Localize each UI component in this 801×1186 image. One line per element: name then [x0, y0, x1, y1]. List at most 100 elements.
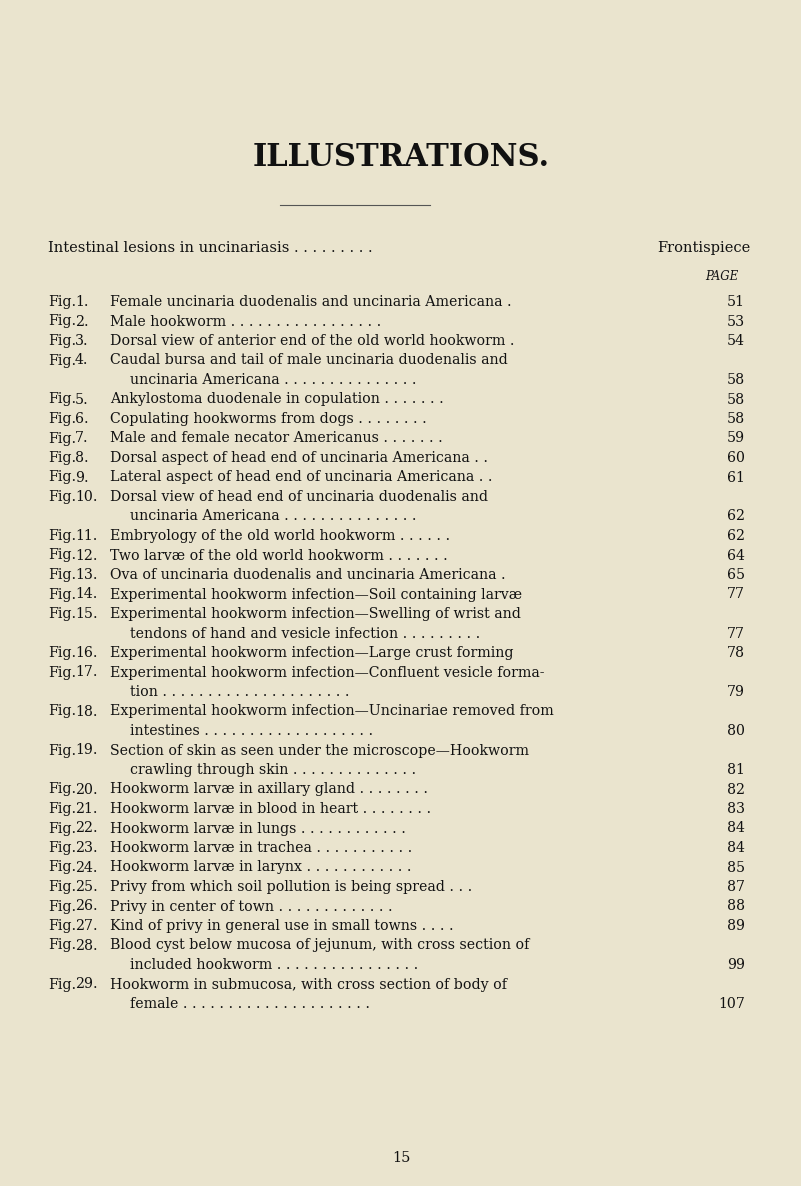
Text: Fig.: Fig.	[48, 861, 76, 874]
Text: 10.: 10.	[75, 490, 98, 504]
Text: 15.: 15.	[75, 607, 98, 621]
Text: Fig.: Fig.	[48, 471, 76, 485]
Text: 99: 99	[727, 958, 745, 973]
Text: 84: 84	[727, 841, 745, 855]
Text: Experimental hookworm infection—Large crust forming: Experimental hookworm infection—Large cr…	[110, 646, 513, 659]
Text: Fig.: Fig.	[48, 607, 76, 621]
Text: 60: 60	[727, 451, 745, 465]
Text: Female uncinaria duodenalis and uncinaria Americana .: Female uncinaria duodenalis and uncinari…	[110, 295, 512, 310]
Text: Experimental hookworm infection—Swelling of wrist and: Experimental hookworm infection—Swelling…	[110, 607, 521, 621]
Text: 8.: 8.	[75, 451, 89, 465]
Text: Intestinal lesions in uncinariasis . . . . . . . . .: Intestinal lesions in uncinariasis . . .…	[48, 241, 372, 255]
Text: 23.: 23.	[75, 841, 98, 855]
Text: Fig.: Fig.	[48, 938, 76, 952]
Text: Male and female necator Americanus . . . . . . .: Male and female necator Americanus . . .…	[110, 432, 443, 446]
Text: 17.: 17.	[75, 665, 98, 680]
Text: Fig.: Fig.	[48, 412, 76, 426]
Text: 88: 88	[727, 899, 745, 913]
Text: 5.: 5.	[75, 393, 89, 407]
Text: 58: 58	[727, 374, 745, 387]
Text: Copulating hookworms from dogs . . . . . . . .: Copulating hookworms from dogs . . . . .…	[110, 412, 427, 426]
Text: ILLUSTRATIONS.: ILLUSTRATIONS.	[252, 142, 549, 173]
Text: Fig.: Fig.	[48, 899, 76, 913]
Text: 15: 15	[392, 1150, 410, 1165]
Text: Fig.: Fig.	[48, 353, 76, 368]
Text: Male hookworm . . . . . . . . . . . . . . . . .: Male hookworm . . . . . . . . . . . . . …	[110, 314, 381, 329]
Text: 77: 77	[727, 626, 745, 640]
Text: 28.: 28.	[75, 938, 98, 952]
Text: 78: 78	[727, 646, 745, 659]
Text: Hookworm larvæ in lungs . . . . . . . . . . . .: Hookworm larvæ in lungs . . . . . . . . …	[110, 822, 406, 835]
Text: 29.: 29.	[75, 977, 98, 991]
Text: Hookworm in submucosa, with cross section of body of: Hookworm in submucosa, with cross sectio…	[110, 977, 507, 991]
Text: Fig.: Fig.	[48, 744, 76, 758]
Text: Dorsal view of anterior end of the old world hookworm .: Dorsal view of anterior end of the old w…	[110, 334, 514, 347]
Text: PAGE: PAGE	[705, 270, 738, 283]
Text: 14.: 14.	[75, 587, 98, 601]
Text: Dorsal view of head end of uncinaria duodenalis and: Dorsal view of head end of uncinaria duo…	[110, 490, 488, 504]
Text: Embryology of the old world hookworm . . . . . .: Embryology of the old world hookworm . .…	[110, 529, 450, 543]
Text: Two larvæ of the old world hookworm . . . . . . .: Two larvæ of the old world hookworm . . …	[110, 548, 448, 562]
Text: Frontispiece: Frontispiece	[657, 241, 750, 255]
Text: 62: 62	[727, 529, 745, 543]
Text: uncinaria Americana . . . . . . . . . . . . . . .: uncinaria Americana . . . . . . . . . . …	[130, 374, 417, 387]
Text: 19.: 19.	[75, 744, 98, 758]
Text: Caudal bursa and tail of male uncinaria duodenalis and: Caudal bursa and tail of male uncinaria …	[110, 353, 508, 368]
Text: Experimental hookworm infection—Uncinariae removed from: Experimental hookworm infection—Uncinari…	[110, 704, 553, 719]
Text: Fig.: Fig.	[48, 802, 76, 816]
Text: 7.: 7.	[75, 432, 89, 446]
Text: Fig.: Fig.	[48, 977, 76, 991]
Text: 24.: 24.	[75, 861, 98, 874]
Text: Kind of privy in general use in small towns . . . .: Kind of privy in general use in small to…	[110, 919, 453, 933]
Text: 83: 83	[727, 802, 745, 816]
Text: 58: 58	[727, 412, 745, 426]
Text: 77: 77	[727, 587, 745, 601]
Text: 16.: 16.	[75, 646, 98, 659]
Text: Lateral aspect of head end of uncinaria Americana . .: Lateral aspect of head end of uncinaria …	[110, 471, 493, 485]
Text: 64: 64	[727, 548, 745, 562]
Text: Experimental hookworm infection—Confluent vesicle forma-: Experimental hookworm infection—Confluen…	[110, 665, 545, 680]
Text: Hookworm larvæ in trachea . . . . . . . . . . .: Hookworm larvæ in trachea . . . . . . . …	[110, 841, 413, 855]
Text: 25.: 25.	[75, 880, 98, 894]
Text: 21.: 21.	[75, 802, 98, 816]
Text: uncinaria Americana . . . . . . . . . . . . . . .: uncinaria Americana . . . . . . . . . . …	[130, 510, 417, 523]
Text: Fig.: Fig.	[48, 490, 76, 504]
Text: intestines . . . . . . . . . . . . . . . . . . .: intestines . . . . . . . . . . . . . . .…	[130, 723, 373, 738]
Text: 6.: 6.	[75, 412, 89, 426]
Text: Fig.: Fig.	[48, 529, 76, 543]
Text: Fig.: Fig.	[48, 880, 76, 894]
Text: Fig.: Fig.	[48, 646, 76, 659]
Text: 11.: 11.	[75, 529, 98, 543]
Text: Blood cyst below mucosa of jejunum, with cross section of: Blood cyst below mucosa of jejunum, with…	[110, 938, 529, 952]
Text: 27.: 27.	[75, 919, 98, 933]
Text: Fig.: Fig.	[48, 783, 76, 797]
Text: 82: 82	[727, 783, 745, 797]
Text: Fig.: Fig.	[48, 568, 76, 582]
Text: Fig.: Fig.	[48, 451, 76, 465]
Text: Fig.: Fig.	[48, 548, 76, 562]
Text: 65: 65	[727, 568, 745, 582]
Text: Fig.: Fig.	[48, 665, 76, 680]
Text: Fig.: Fig.	[48, 432, 76, 446]
Text: 61: 61	[727, 471, 745, 485]
Text: 87: 87	[727, 880, 745, 894]
Text: 2.: 2.	[75, 314, 89, 329]
Text: Fig.: Fig.	[48, 295, 76, 310]
Text: Privy in center of town . . . . . . . . . . . . .: Privy in center of town . . . . . . . . …	[110, 899, 392, 913]
Text: Fig.: Fig.	[48, 334, 76, 347]
Text: 84: 84	[727, 822, 745, 835]
Text: Fig.: Fig.	[48, 587, 76, 601]
Text: Hookworm larvæ in axillary gland . . . . . . . .: Hookworm larvæ in axillary gland . . . .…	[110, 783, 428, 797]
Text: 18.: 18.	[75, 704, 98, 719]
Text: Hookworm larvæ in blood in heart . . . . . . . .: Hookworm larvæ in blood in heart . . . .…	[110, 802, 431, 816]
Text: Hookworm larvæ in larynx . . . . . . . . . . . .: Hookworm larvæ in larynx . . . . . . . .…	[110, 861, 412, 874]
Text: 13.: 13.	[75, 568, 98, 582]
Text: 59: 59	[727, 432, 745, 446]
Text: 4.: 4.	[75, 353, 88, 368]
Text: 51: 51	[727, 295, 745, 310]
Text: tion . . . . . . . . . . . . . . . . . . . . .: tion . . . . . . . . . . . . . . . . . .…	[130, 686, 349, 699]
Text: Privy from which soil pollution is being spread . . .: Privy from which soil pollution is being…	[110, 880, 473, 894]
Text: 89: 89	[727, 919, 745, 933]
Text: Experimental hookworm infection—Soil containing larvæ: Experimental hookworm infection—Soil con…	[110, 587, 522, 601]
Text: Fig.: Fig.	[48, 314, 76, 329]
